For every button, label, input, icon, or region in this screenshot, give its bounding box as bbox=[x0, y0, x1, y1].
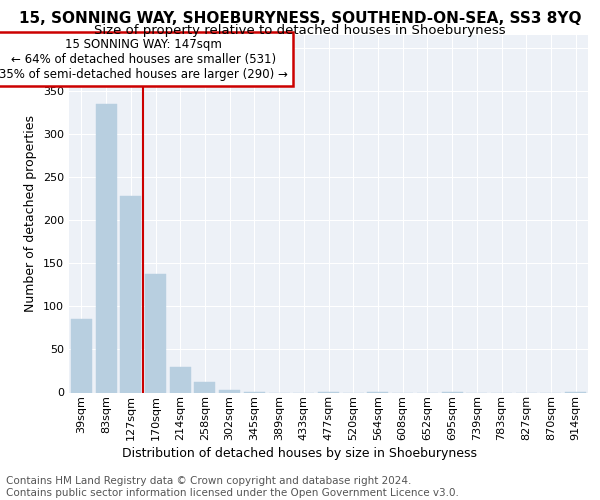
Y-axis label: Number of detached properties: Number of detached properties bbox=[25, 116, 37, 312]
Text: 15, SONNING WAY, SHOEBURYNESS, SOUTHEND-ON-SEA, SS3 8YQ: 15, SONNING WAY, SHOEBURYNESS, SOUTHEND-… bbox=[19, 11, 581, 26]
Bar bbox=[170, 366, 191, 392]
Bar bbox=[194, 382, 215, 392]
Bar bbox=[219, 390, 240, 392]
Bar bbox=[71, 320, 92, 392]
Text: Contains HM Land Registry data © Crown copyright and database right 2024.
Contai: Contains HM Land Registry data © Crown c… bbox=[6, 476, 459, 498]
Text: Size of property relative to detached houses in Shoeburyness: Size of property relative to detached ho… bbox=[94, 24, 506, 37]
Text: Distribution of detached houses by size in Shoeburyness: Distribution of detached houses by size … bbox=[122, 448, 478, 460]
Bar bbox=[120, 196, 141, 392]
Bar bbox=[95, 104, 116, 393]
Text: 15 SONNING WAY: 147sqm
← 64% of detached houses are smaller (531)
35% of semi-de: 15 SONNING WAY: 147sqm ← 64% of detached… bbox=[0, 38, 287, 80]
Bar bbox=[145, 274, 166, 392]
